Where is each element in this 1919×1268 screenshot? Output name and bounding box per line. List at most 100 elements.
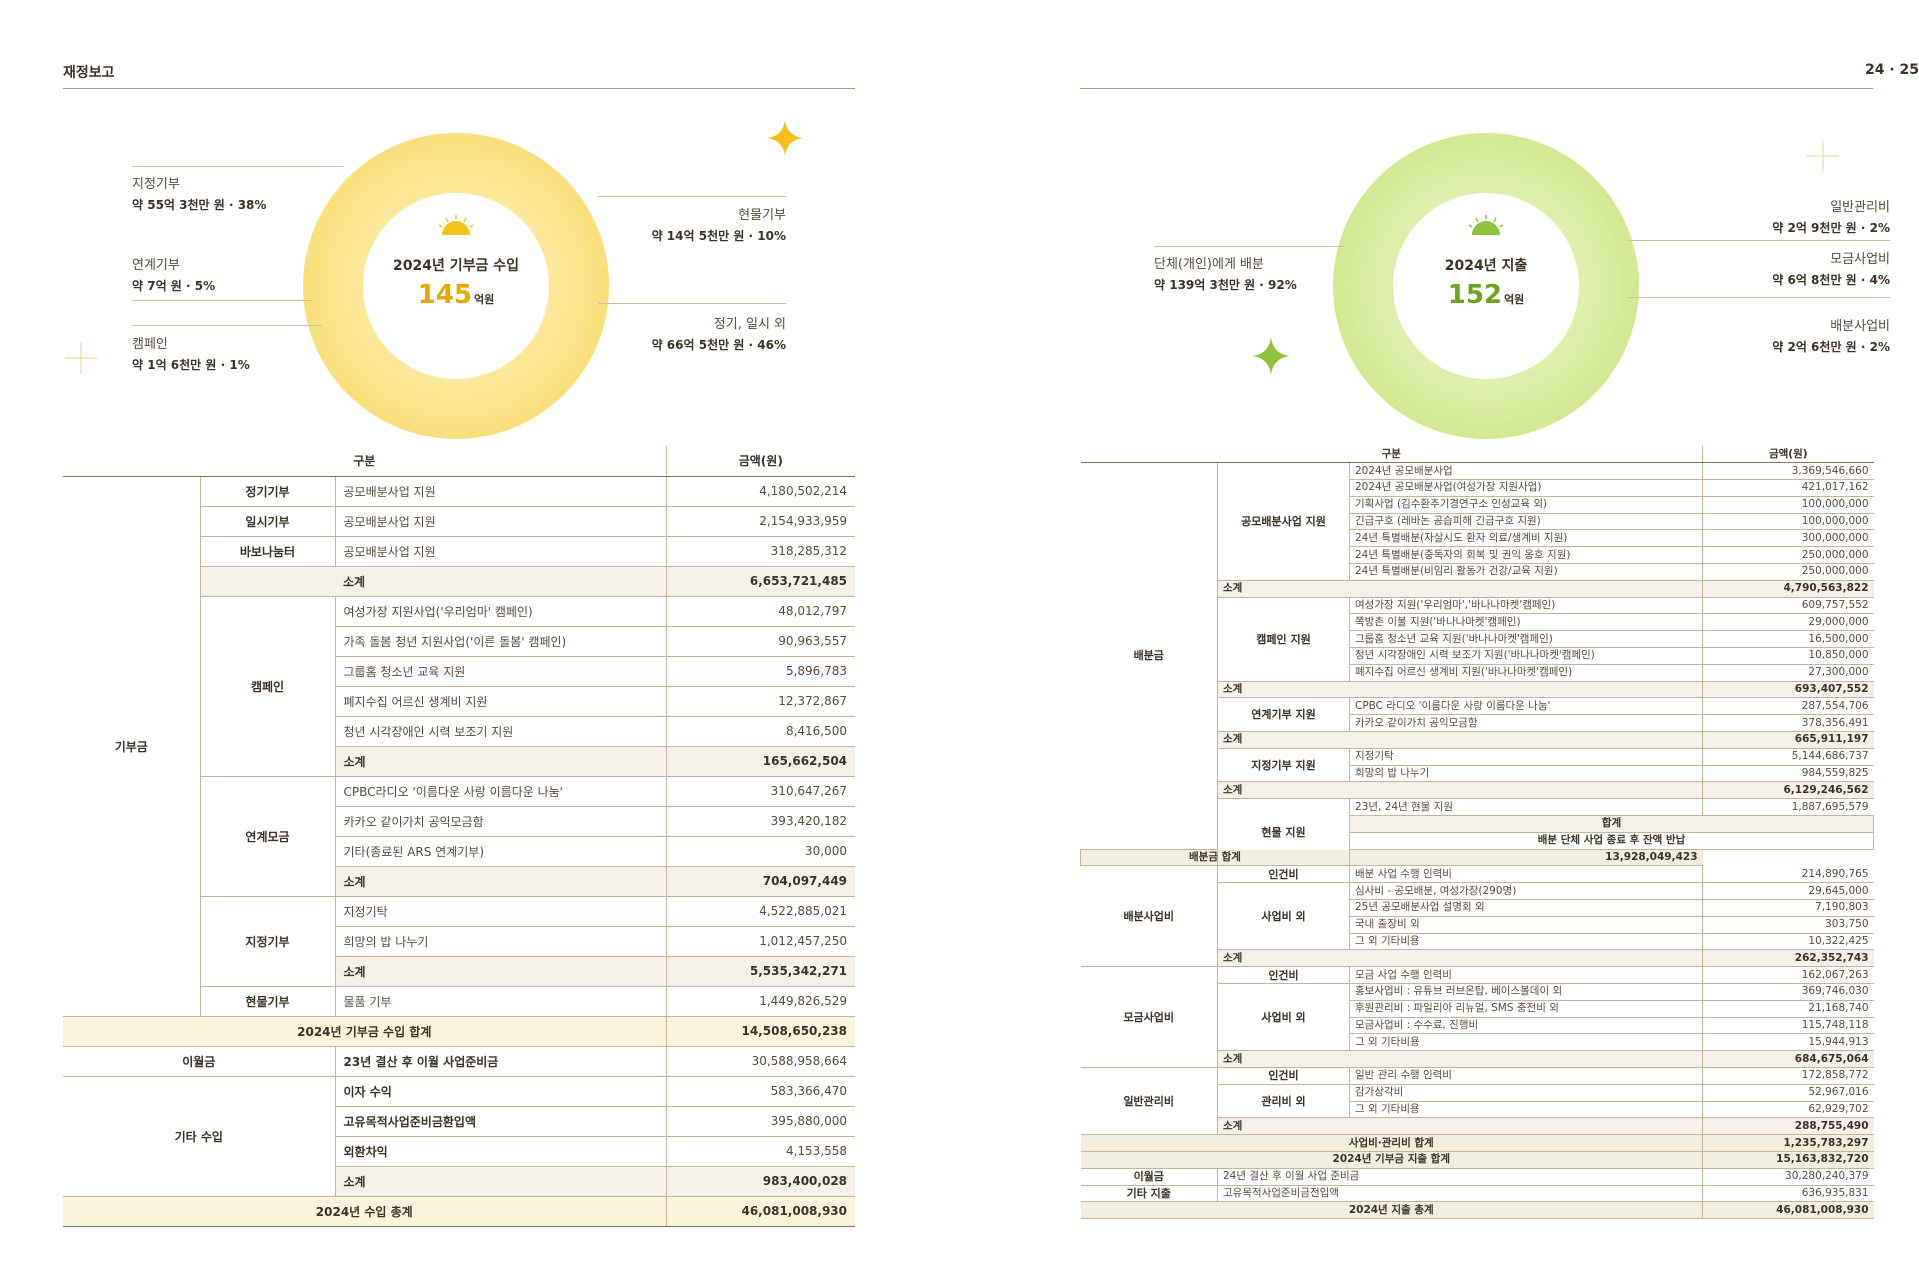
table-row: 긴급구호 (레바논 공습피해 긴급구호 지원) 100,000,000 bbox=[1081, 513, 1874, 531]
sub-designated: 약 55억 3천만 원 · 38% bbox=[132, 198, 267, 212]
row-amount: 250,000,000 bbox=[1702, 563, 1874, 581]
row-amount: 288,755,490 bbox=[1702, 1117, 1874, 1136]
chart-title: 2024년 기부금 수입 bbox=[393, 258, 519, 274]
row-subgroup-label: 관리비 외 bbox=[1217, 1084, 1350, 1119]
table-row: 배분 단체 사업 종료 후 잔액 반납-238,775,289 bbox=[1081, 832, 1874, 850]
row-amount: 12,372,867 bbox=[665, 686, 856, 717]
table-row: 바보나눔터 공모배분사업 지원 318,285,312 bbox=[63, 536, 856, 567]
subtotal-row: 소계 165,662,504 bbox=[63, 746, 856, 777]
row-item: 고유목적사업준비금환입액 bbox=[335, 1106, 667, 1137]
row-amount: 29,000,000 bbox=[1702, 613, 1874, 632]
row-amount: 27,300,000 bbox=[1702, 664, 1874, 682]
row-item: 기타(종료된 ARS 연계기부) bbox=[335, 836, 667, 867]
table-row: 연계모금 CPBC라디오 '이름다운 사랑 이름다운 나눔' 310,647,267 bbox=[63, 776, 856, 897]
table-row: 소계 262,352,743 bbox=[1081, 949, 1874, 968]
income-table: 구분 금액(원) 기부금 정기기부 공모배분사업 지원 4,180,502,214 일… bbox=[63, 446, 856, 1227]
table-row: 카카오 같이가치 공익모금함 393,420,182 bbox=[63, 806, 856, 837]
row-item: 그룹홈 청소년 교육 지원 bbox=[335, 656, 667, 687]
row-item: 소계 bbox=[1216, 949, 1703, 968]
row-amount: 665,911,197 bbox=[1702, 731, 1874, 749]
label-inkind: 현물기부 bbox=[738, 208, 786, 223]
row-item: 이자 수익 bbox=[335, 1076, 667, 1107]
total-label: 2024년 기부금 수입 합계 bbox=[63, 1016, 667, 1047]
row-item: 그룹홈 청소년 교육 지원('바나나마켓'캠페인) bbox=[1349, 630, 1703, 649]
sparkle-icon bbox=[767, 120, 803, 156]
row-item: 소계 bbox=[1216, 1117, 1703, 1136]
row-amount: 7,190,803 bbox=[1702, 899, 1874, 917]
table-row: 24년 특별배분(중독자의 회복 및 권익 옹호 지원) 250,000,000 bbox=[1081, 546, 1874, 565]
row-subgroup-label: 인건비 bbox=[1217, 1067, 1350, 1085]
row-amount: 395,880,000 bbox=[665, 1106, 856, 1137]
row-item: CPBC라디오 '이름다운 사랑 이름다운 나눔' bbox=[335, 776, 667, 807]
total-amount: 1,235,783,297 bbox=[1702, 1134, 1874, 1152]
row-item: 여성가장 지원('우리엄마','바나나마켓'캠페인) bbox=[1349, 597, 1703, 615]
table-row: 카카오 같이가치 공익모금함 378,356,491 bbox=[1081, 714, 1874, 733]
table-row: 외환차익 4,153,558 bbox=[63, 1136, 856, 1167]
row-amount: 393,420,182 bbox=[665, 806, 856, 837]
row-item: 그 외 기타비용 bbox=[1349, 1101, 1703, 1119]
row-item: 폐지수집 어르신 생계비 지원 bbox=[335, 686, 667, 717]
table-row: 소계 684,675,064 bbox=[1081, 1050, 1874, 1068]
row-item: 소계 bbox=[335, 866, 667, 897]
row-item: 소계 bbox=[1216, 781, 1703, 800]
table-row: 모금사업비 인건비 모금 사업 수행 인력비 162,067,263 bbox=[1080, 966, 1874, 1068]
row-amount: 303,750 bbox=[1702, 916, 1874, 934]
right-page: 24 · 25 2024년 지출 152 억원 단체(개인)에게 배분 약 139… bbox=[1080, 0, 1919, 1268]
row-amount: 10,850,000 bbox=[1702, 647, 1874, 665]
table-row: 기타 지출 고유목적사업준비금전입액 636,935,831 bbox=[1080, 1185, 1874, 1203]
row-item: 공모배분사업 지원 bbox=[335, 506, 667, 537]
row-item: 소계 bbox=[335, 956, 667, 987]
row-item: 카카오 같이가치 공익모금함 bbox=[335, 806, 667, 837]
row-amount: 2,154,933,959 bbox=[665, 506, 856, 537]
table-row: 그 외 기타비용 15,944,913 bbox=[1081, 1033, 1874, 1052]
total-amount: 15,163,832,720 bbox=[1702, 1151, 1874, 1169]
table-row: 그 외 기타비용 62,929,702 bbox=[1081, 1101, 1874, 1119]
page-numbers: 24 · 25 bbox=[1864, 62, 1919, 78]
table-row: 소계 6,129,246,562 bbox=[1081, 781, 1874, 800]
row-item: 청년 시각장애인 시력 보조기 지원 bbox=[335, 716, 667, 747]
table-row: 그룹홈 청소년 교육 지원('바나나마켓'캠페인) 16,500,000 bbox=[1081, 630, 1874, 649]
row-amount: 262,352,743 bbox=[1702, 949, 1874, 968]
row-group-label: 배분사업비 bbox=[1080, 865, 1218, 968]
table-row: 25년 공모배분사업 설명회 외 7,190,803 bbox=[1081, 899, 1874, 917]
row-amount: 165,662,504 bbox=[665, 746, 856, 777]
row-item: 지정기탁 bbox=[1349, 748, 1703, 766]
table-row: 사업비 외 심사비 - 공모배분, 여성가장(290명) 29,645,000 bbox=[1081, 882, 1874, 951]
row-amount: 172,858,772 bbox=[1702, 1067, 1874, 1085]
row-amount: 287,554,706 bbox=[1702, 697, 1874, 716]
row-item: 여성가장 지원사업('우리엄마' 캠페인) bbox=[335, 596, 667, 627]
table-row: 배분금 합계 13,928,049,423 bbox=[1080, 849, 1874, 867]
total-amount: 46,081,008,930 bbox=[665, 1196, 856, 1227]
table-row: 지정기부 지원 지정기탁 5,144,686,737 bbox=[1081, 748, 1874, 783]
row-item: 희망의 밥 나누기 bbox=[1349, 765, 1703, 783]
row-amount: 115,748,118 bbox=[1702, 1017, 1874, 1035]
row-amount: 62,929,702 bbox=[1702, 1101, 1874, 1119]
label-designated: 지정기부 bbox=[132, 177, 180, 192]
table-row: 사업비·관리비 합계 1,235,783,297 bbox=[1080, 1134, 1874, 1152]
row-item: 홍보사업비 : 유튜브 러브온탑, 베이스볼데이 외 bbox=[1349, 983, 1703, 1001]
table-row: 희망의 밥 나누기 1,012,457,250 bbox=[63, 926, 856, 957]
table-row: 기획사업 (김수환추기경연구소 인성교육 외) 100,000,000 bbox=[1081, 496, 1874, 514]
col-header-amount: 금액(원) bbox=[665, 446, 856, 477]
total-label: 2024년 지출 총계 bbox=[1080, 1201, 1703, 1220]
table-row: 2024년 지출 총계 46,081,008,930 bbox=[1080, 1201, 1874, 1220]
row-amount: 6,129,246,562 bbox=[1702, 781, 1874, 800]
row-amount: 48,012,797 bbox=[665, 596, 856, 627]
row-amount: 693,407,552 bbox=[1702, 681, 1874, 699]
row-amount: 421,017,162 bbox=[1702, 479, 1874, 497]
sparkle-outline-icon bbox=[1807, 140, 1839, 172]
row-item: 모금 사업 수행 인력비 bbox=[1349, 966, 1703, 984]
table-row: 일시기부 공모배분사업 지원 2,154,933,959 bbox=[63, 506, 856, 537]
header-rule bbox=[63, 88, 855, 89]
table-row: 폐지수집 어르신 생계비 지원('바나나마켓'캠페인) 27,300,000 bbox=[1081, 664, 1874, 682]
row-item: 공모배분사업 지원 bbox=[335, 476, 667, 507]
row-amount: 1,012,457,250 bbox=[665, 926, 856, 957]
row-group-label: 모금사업비 bbox=[1080, 966, 1218, 1068]
row-label: 현물기부 bbox=[199, 986, 336, 1017]
row-item: 23년, 24년 현물 지원 bbox=[1349, 798, 1703, 817]
row-item: 지정기탁 bbox=[335, 896, 667, 927]
row-amount: 4,153,558 bbox=[665, 1136, 856, 1167]
row-item: 소계 bbox=[335, 566, 667, 597]
row-amount: 162,067,263 bbox=[1702, 966, 1874, 984]
subtotal-row: 소계 983,400,028 bbox=[63, 1166, 856, 1197]
